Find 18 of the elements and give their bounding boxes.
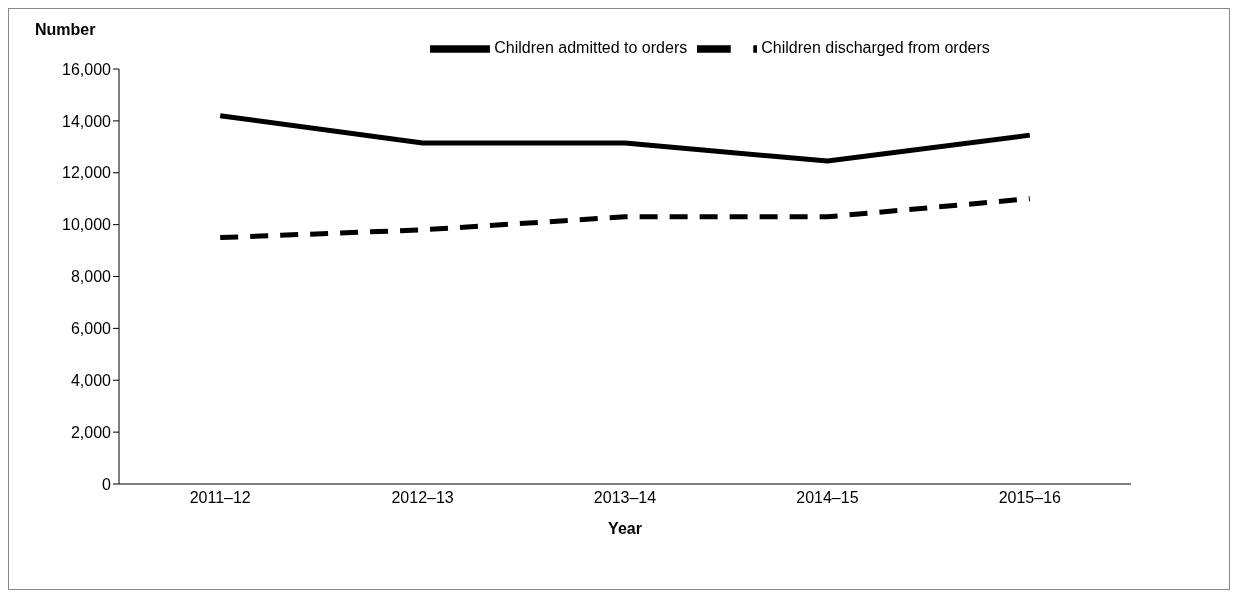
x-tick-label: 2012–13 xyxy=(391,489,454,507)
legend-label: Children admitted to orders xyxy=(494,39,688,57)
y-tick-label: 4,000 xyxy=(70,371,112,389)
x-tick-label: 2013–14 xyxy=(593,489,657,507)
y-tick-label: 8,000 xyxy=(70,268,112,286)
x-axis-title: Year xyxy=(608,520,642,537)
y-tick-label: 12,000 xyxy=(62,164,112,182)
y-tick-label: 6,000 xyxy=(70,320,112,338)
y-tick-label: 10,000 xyxy=(62,216,112,234)
y-axis-title: Number xyxy=(35,21,96,39)
x-tick-label: 2011–12 xyxy=(189,489,251,507)
legend-label: Children discharged from orders xyxy=(761,39,990,57)
x-tick-label: 2015–16 xyxy=(998,489,1062,507)
y-tick-label: 16,000 xyxy=(62,60,112,78)
y-tick-label: 0 xyxy=(102,475,112,493)
y-tick-label: 2,000 xyxy=(70,423,112,441)
y-tick-label: 14,000 xyxy=(62,112,112,130)
x-tick-label: 2014–15 xyxy=(796,489,859,507)
